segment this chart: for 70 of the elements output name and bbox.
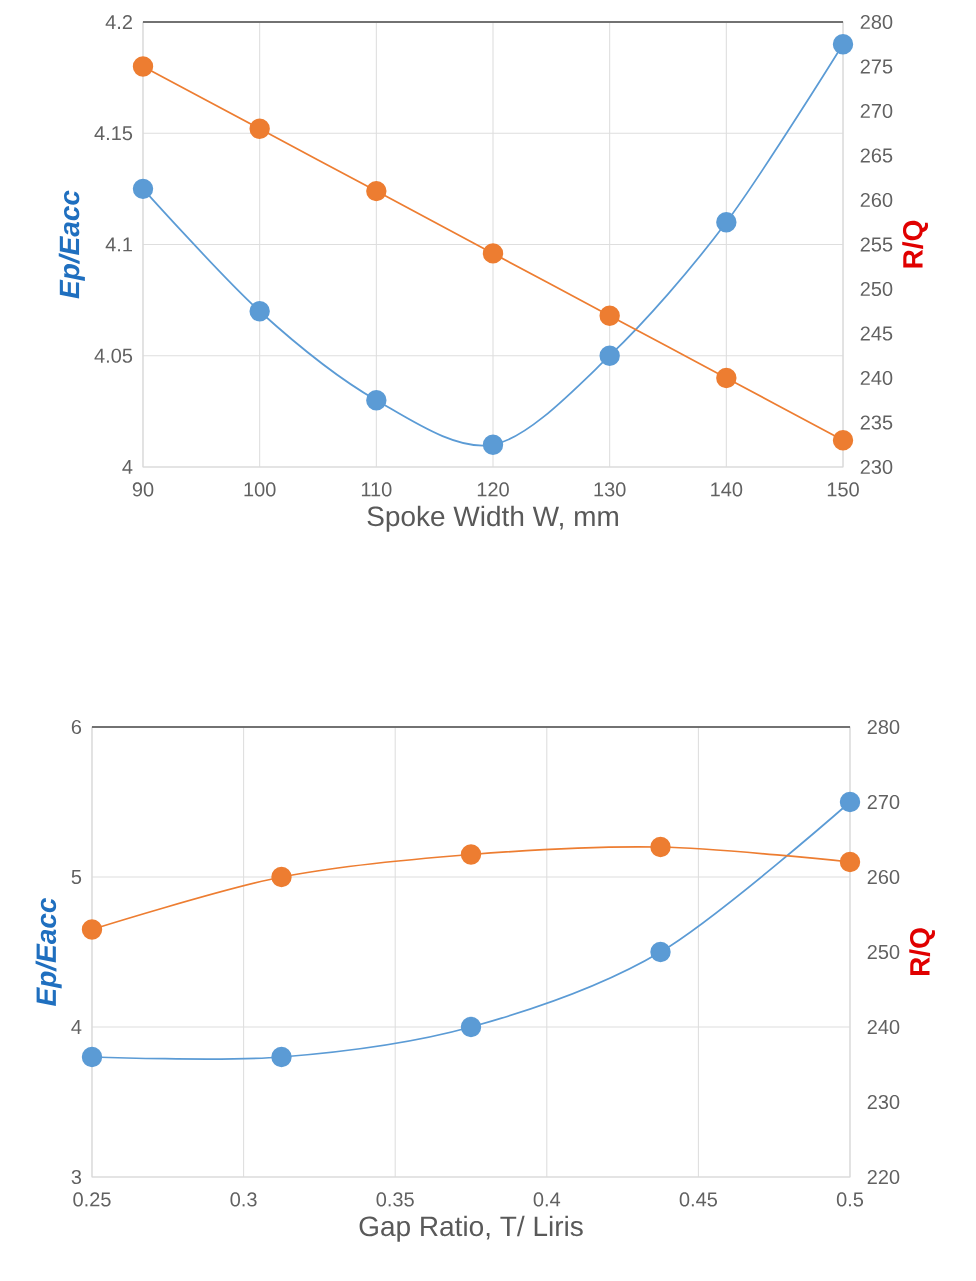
y-tick-label: 4 bbox=[122, 460, 133, 474]
y-tick-label: 4.05 bbox=[94, 348, 133, 363]
y2-tick-label: 240 bbox=[867, 1019, 900, 1035]
point bbox=[271, 866, 292, 888]
point bbox=[132, 178, 154, 200]
y-tick-label: 5 bbox=[71, 870, 82, 884]
x-tick-label: 110 bbox=[361, 482, 392, 497]
point bbox=[716, 367, 737, 389]
point bbox=[482, 434, 504, 455]
point bbox=[366, 390, 387, 411]
point bbox=[599, 345, 620, 366]
point bbox=[832, 34, 854, 55]
x-tick-label: 0.35 bbox=[376, 1192, 414, 1207]
x-tick-label: 0.5 bbox=[836, 1192, 864, 1207]
y2-tick-label: 280 bbox=[860, 14, 893, 30]
y-tick-label: 4.2 bbox=[105, 15, 132, 29]
x-tick-label: 140 bbox=[711, 482, 743, 497]
x-tick-label: 0.4 bbox=[533, 1192, 561, 1207]
point bbox=[460, 844, 482, 865]
point bbox=[271, 1046, 292, 1068]
y-axis-title: Ep/Eacc bbox=[58, 190, 85, 299]
y2-tick-label: 240 bbox=[860, 370, 893, 386]
y2-tick-label: 235 bbox=[860, 415, 893, 430]
x-axis-title: Spoke Width W, mm bbox=[367, 505, 618, 532]
y2-tick-label: 265 bbox=[860, 148, 893, 163]
point bbox=[482, 243, 504, 264]
y2-tick-label: 250 bbox=[860, 281, 893, 297]
y2-tick-label: 250 bbox=[867, 944, 900, 960]
point bbox=[132, 56, 154, 77]
x-tick-label: 0.45 bbox=[679, 1192, 718, 1207]
y-tick-label: 6 bbox=[71, 719, 82, 735]
y2-tick-label: 230 bbox=[867, 1094, 900, 1110]
x-tick-label: 150 bbox=[827, 482, 859, 497]
y-tick-label: 4.15 bbox=[94, 126, 133, 141]
point bbox=[839, 851, 861, 873]
point bbox=[650, 836, 671, 858]
point bbox=[839, 791, 861, 813]
point bbox=[249, 118, 270, 139]
point bbox=[460, 1016, 482, 1038]
point bbox=[249, 301, 270, 322]
y2-tick-label: 255 bbox=[860, 237, 893, 252]
x-axis-title: Gap Ratio, T/ Liris bbox=[359, 1215, 583, 1242]
y2-tick-label: 260 bbox=[867, 869, 900, 885]
y-axis-title: Ep/Eacc bbox=[35, 897, 62, 1006]
y2-tick-label: 270 bbox=[860, 103, 893, 119]
point bbox=[366, 180, 387, 202]
x-tick-label: 0.3 bbox=[230, 1192, 257, 1207]
x-tick-label: 120 bbox=[477, 482, 509, 497]
point bbox=[81, 919, 103, 940]
y2-tick-label: 230 bbox=[860, 459, 893, 475]
y-tick-label: 3 bbox=[71, 1169, 82, 1185]
y2-tick-label: 245 bbox=[860, 326, 893, 341]
y2-tick-label: 280 bbox=[867, 719, 900, 735]
y-tick-label: 4 bbox=[71, 1020, 82, 1034]
x-tick-label: 130 bbox=[594, 482, 626, 497]
y2-tick-label: 270 bbox=[867, 794, 900, 810]
point bbox=[650, 941, 671, 963]
point bbox=[832, 430, 854, 451]
y2-tick-label: 260 bbox=[860, 192, 893, 208]
y2-axis-title: R/Q bbox=[902, 220, 929, 268]
x-tick-label: 0.25 bbox=[73, 1192, 111, 1207]
y2-tick-label: 275 bbox=[860, 59, 893, 74]
point bbox=[716, 212, 737, 233]
y-tick-label: 4.1 bbox=[105, 237, 132, 252]
x-tick-label: 90 bbox=[132, 482, 154, 497]
y2-axis-title: R/Q bbox=[909, 928, 936, 975]
x-tick-label: 100 bbox=[244, 482, 276, 497]
point bbox=[599, 305, 620, 326]
y2-tick-label: 220 bbox=[867, 1169, 900, 1185]
point bbox=[81, 1046, 103, 1068]
